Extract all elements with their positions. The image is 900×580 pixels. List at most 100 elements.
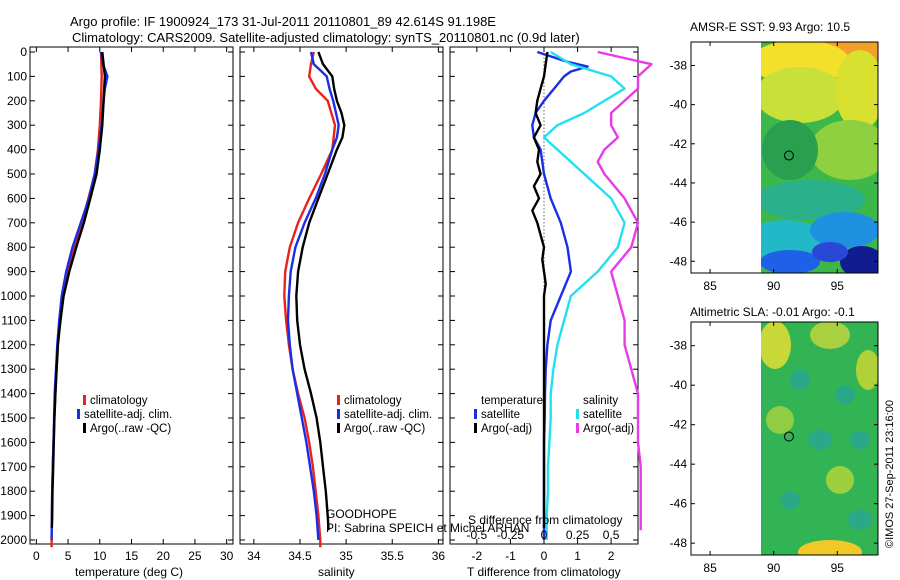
y-tick-label: 100 <box>7 69 27 83</box>
y-tick-label: -46 <box>670 215 688 229</box>
legend-swatch-climatology <box>337 395 340 405</box>
x-tick-label: 34.5 <box>288 549 312 563</box>
sla-patch <box>766 406 794 434</box>
y-tick-label: -48 <box>670 254 688 268</box>
legend-swatch-satellite <box>77 409 80 419</box>
difference-chart: -2 -1 0 1 2 -0.5 -0.25 0 0.25 0.5 <box>450 47 653 563</box>
legend-swatch-climatology <box>83 395 86 405</box>
sla-patch <box>761 322 791 369</box>
sst-patch <box>761 250 820 273</box>
temperature-legend: climatology satellite-adj. clim. Argo(..… <box>77 395 172 435</box>
float-position-marker <box>783 431 794 442</box>
salinity-xlabel: salinity <box>318 565 355 579</box>
sla-patch <box>808 430 832 450</box>
legend-swatch-temp-argo <box>474 423 477 433</box>
x-tick-label: 30 <box>220 549 234 563</box>
sla-patch <box>790 370 810 390</box>
y-tick-label: -38 <box>670 339 688 353</box>
sst-axes: 85 90 95 -38 -40 -42 -44 -46 -48 <box>670 42 878 293</box>
sla-patch <box>856 350 878 390</box>
x-tick-label: 35.5 <box>381 549 405 563</box>
x2-tick-label: 0 <box>541 528 548 542</box>
x-tick-label: 1 <box>574 549 581 563</box>
series-line-climatology <box>283 51 337 548</box>
series-line-temperature-argo-adj- <box>531 51 549 528</box>
series-line-climatology <box>50 51 103 548</box>
salinity-plot-frame <box>239 46 444 545</box>
legend-label-climatology: climatology <box>344 395 402 407</box>
temperature-plot-frame <box>29 46 234 545</box>
legend-label-argo: Argo(..raw -QC) <box>344 423 425 435</box>
series-line-argo-raw-qc- <box>295 51 346 531</box>
sst-patch <box>761 180 865 220</box>
sla-axes: 85 90 95 -38 -40 -42 -44 -46 -48 <box>670 322 878 575</box>
legend-swatch-temp-satellite <box>474 409 477 419</box>
legend-swatch-satellite <box>337 409 340 419</box>
y-tick-label: 1600 <box>0 435 27 449</box>
x-tick-label: 95 <box>831 279 845 293</box>
y-tick-label: 2000 <box>0 533 27 547</box>
legend-title-salinity: salinity <box>583 395 618 407</box>
legend-label-sal-argo: Argo(-adj) <box>583 423 634 435</box>
sla-patch <box>848 510 872 530</box>
y-tick-label: 1900 <box>0 509 27 523</box>
legend-swatch-sal-satellite <box>576 409 579 419</box>
legend-label-argo: Argo(..raw -QC) <box>90 423 171 435</box>
y-tick-label: -38 <box>670 58 688 72</box>
x-tick-label: -1 <box>505 549 516 563</box>
x-tick-label: 0 <box>541 549 548 563</box>
header-line-1: Argo profile: IF 1900924_173 31-Jul-2011… <box>70 14 496 29</box>
y-tick-label: 400 <box>7 143 27 157</box>
imos-credit: ©IMOS 27-Sep-2011 23:16:00 <box>884 400 896 548</box>
difference-legend: temperature salinity satellite Argo(-adj… <box>474 395 634 435</box>
x-tick-label: 2 <box>608 549 615 563</box>
y-tick-label: 1700 <box>0 460 27 474</box>
sst-patch <box>810 120 878 180</box>
legend-swatch-argo <box>337 423 340 433</box>
sst-patch <box>761 67 845 123</box>
y-tick-label: 1000 <box>0 289 27 303</box>
x-tick-label: 34 <box>247 549 261 563</box>
sla-field <box>761 322 878 555</box>
x-tick-label: -2 <box>472 549 483 563</box>
y-tick-label: 300 <box>7 118 27 132</box>
y-tick-label: -40 <box>670 98 688 112</box>
y-tick-label: 600 <box>7 191 27 205</box>
legend-label-satellite: satellite-adj. clim. <box>84 409 172 421</box>
x-tick-label: 20 <box>157 549 171 563</box>
x-tick-label: 25 <box>188 549 202 563</box>
y-tick-label: 0 <box>20 45 27 59</box>
y-tick-label: -42 <box>670 418 688 432</box>
sst-map-frame <box>690 41 879 274</box>
series-line-salinity-argo-adj- <box>596 50 653 531</box>
x2-tick-label: 0.5 <box>603 528 620 542</box>
sst-field <box>761 42 878 273</box>
y-tick-label: 1300 <box>0 362 27 376</box>
sla-patch <box>780 491 800 509</box>
y-tick-label: -44 <box>670 176 688 190</box>
salinity-legend: climatology satellite-adj. clim. Argo(..… <box>337 395 432 435</box>
series-line-satellite-adj-clim- <box>286 51 340 541</box>
salinity-chart: 34 34.5 35 35.5 36 <box>240 47 445 563</box>
sst-patch <box>762 120 818 180</box>
y-tick-label: 1100 <box>1 313 27 327</box>
y-tick-label: 1200 <box>0 338 27 352</box>
x-tick-label: 0 <box>33 549 40 563</box>
legend-swatch-sal-argo <box>576 423 579 433</box>
sst-patch <box>840 246 878 273</box>
series-line-argo-raw-qc- <box>50 51 107 528</box>
sst-patch <box>810 212 878 248</box>
y-tick-label: 900 <box>7 265 27 279</box>
sst-map-title: AMSR-E SST: 9.93 Argo: 10.5 <box>690 20 850 34</box>
sla-patch <box>826 466 854 494</box>
sla-map-title: Altimetric SLA: -0.01 Argo: -0.1 <box>690 305 855 319</box>
y-tick-label: -40 <box>670 378 688 392</box>
x-tick-label: 10 <box>93 549 107 563</box>
y-tick-label: 700 <box>7 216 27 230</box>
x-tick-label: 90 <box>767 279 781 293</box>
y-tick-label: -44 <box>670 457 688 471</box>
x2-tick-label: -0.25 <box>497 528 525 542</box>
x-tick-label: 90 <box>767 561 781 575</box>
difference-xlabel: T difference from climatology <box>467 565 621 579</box>
